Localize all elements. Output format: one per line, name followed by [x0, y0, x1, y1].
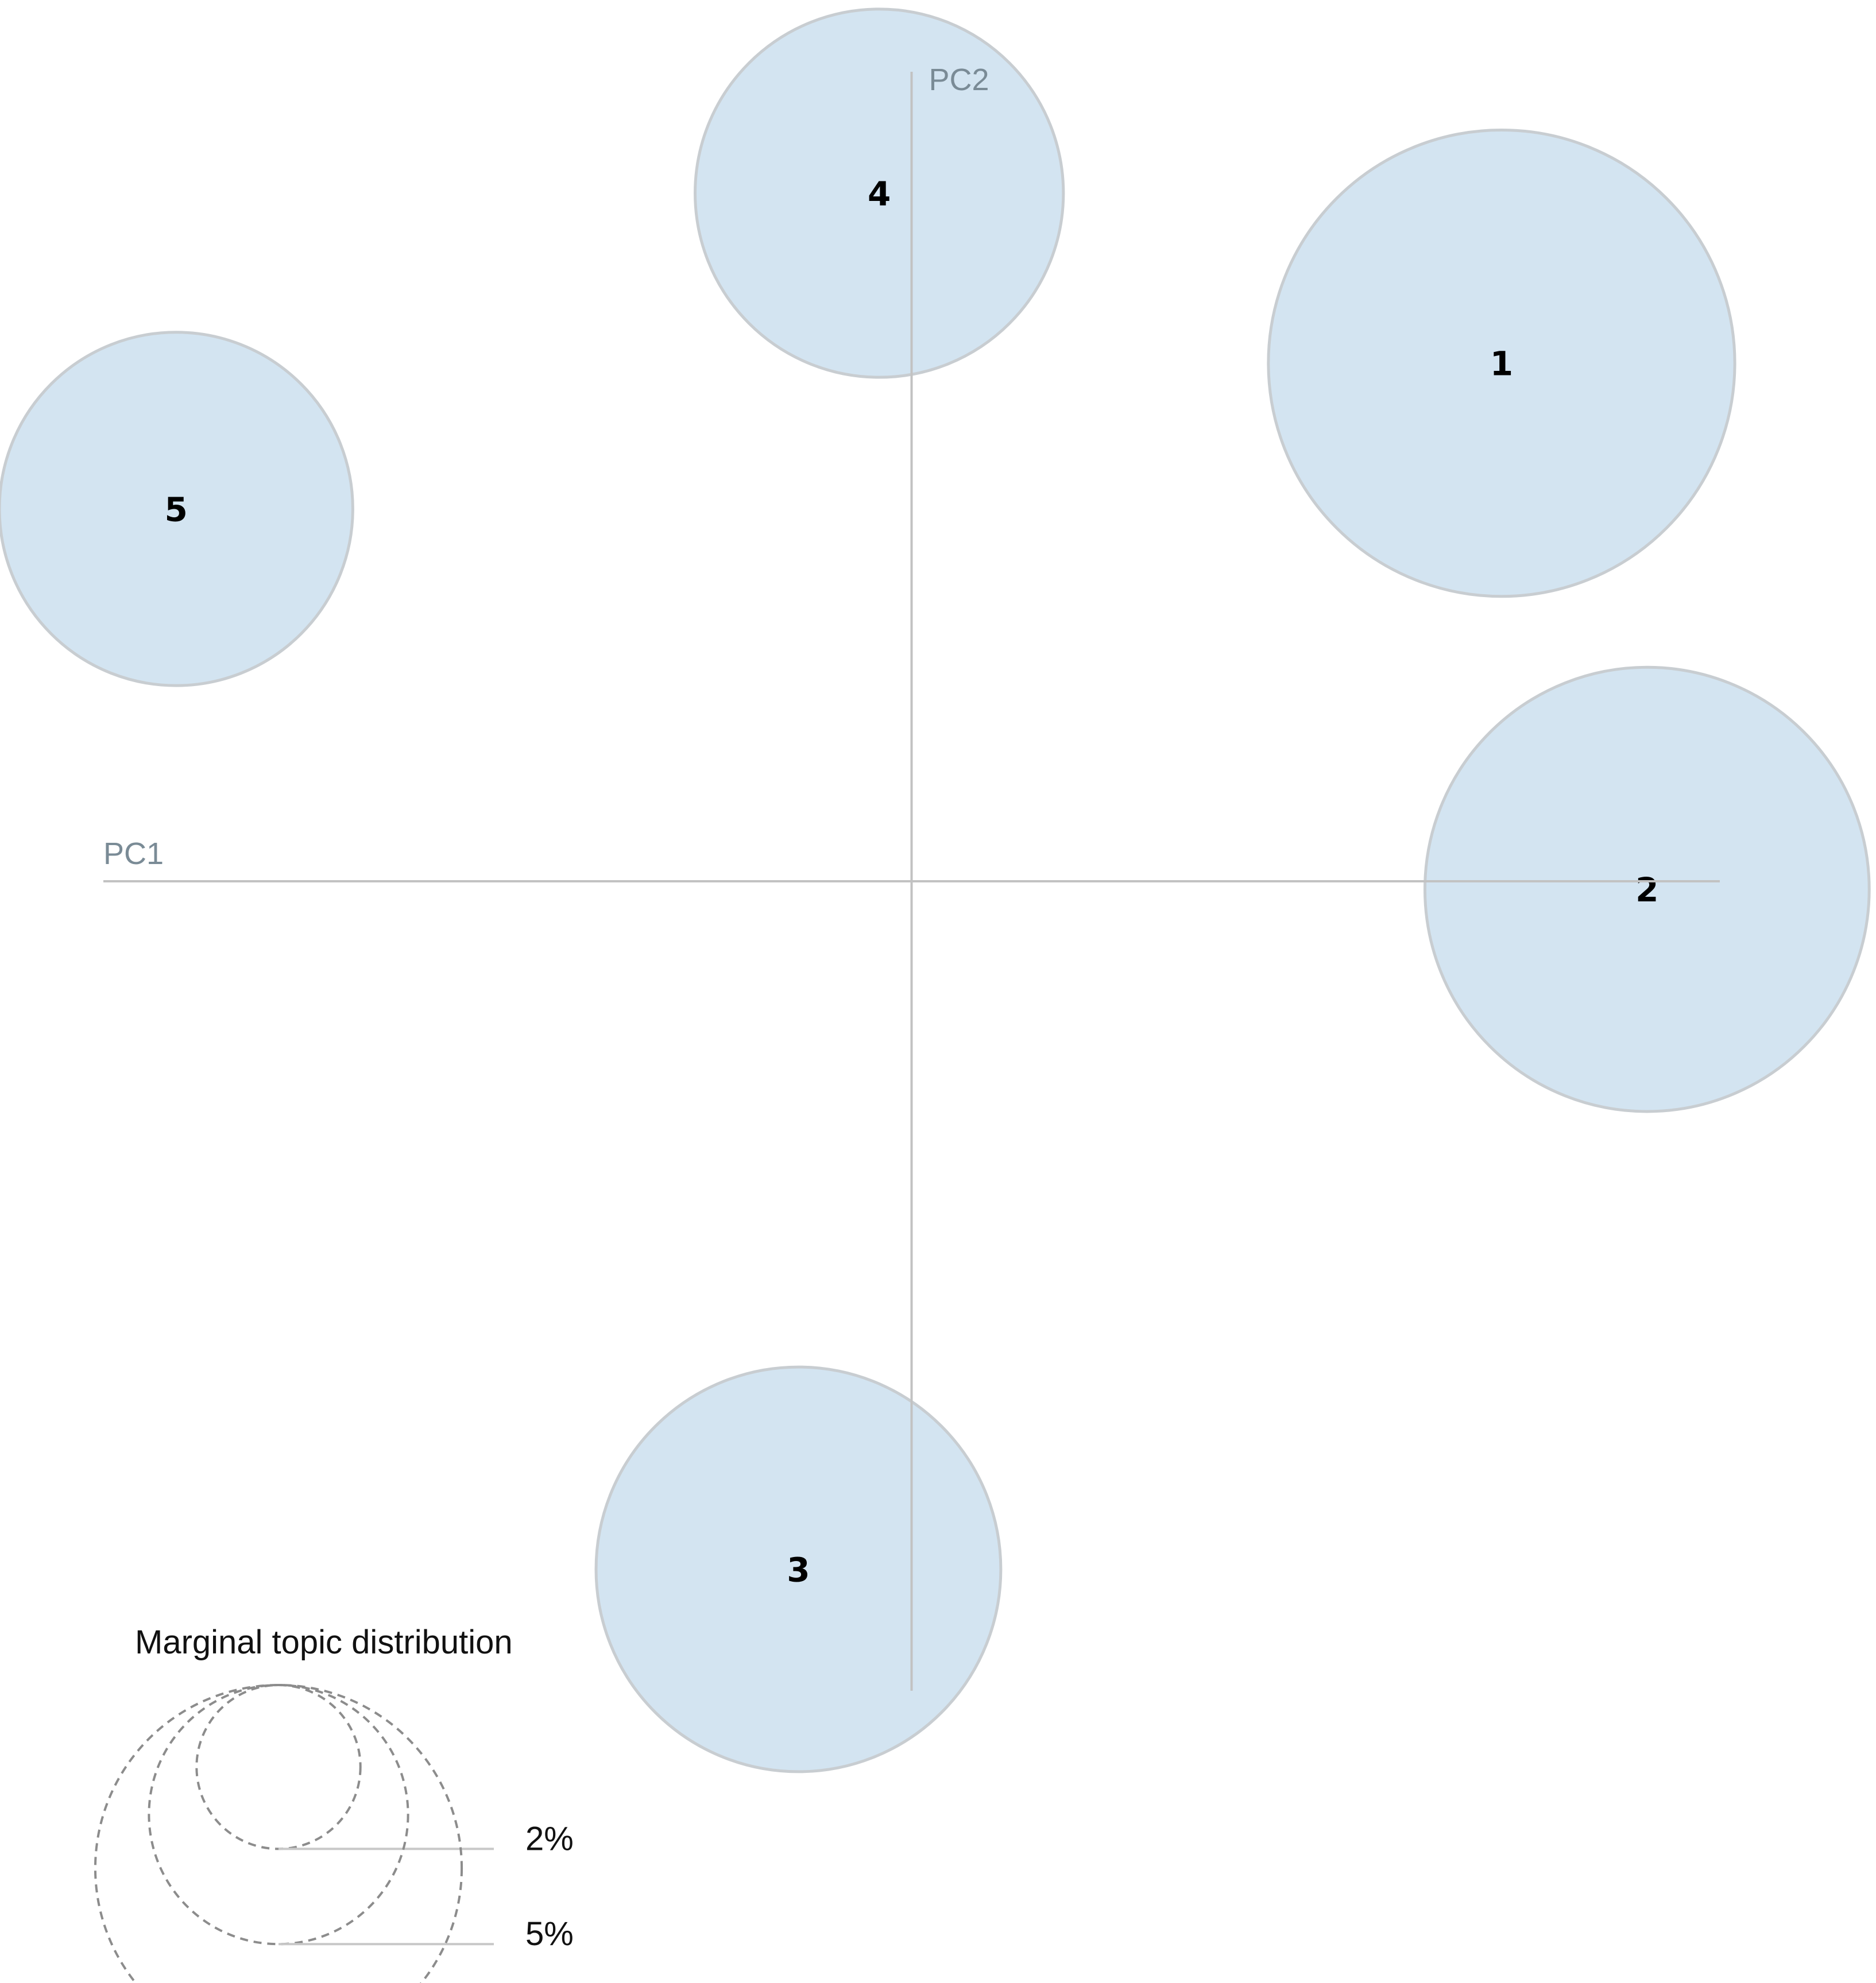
topic-label-1: 1: [1490, 344, 1513, 384]
topic-circle-4[interactable]: [694, 7, 1065, 379]
topic-circle-2[interactable]: [1423, 665, 1871, 1113]
pc1-axis-label: PC1: [103, 836, 164, 871]
topic-bubble-1[interactable]: 1: [1267, 128, 1736, 598]
topic-circle-5[interactable]: [0, 331, 354, 687]
legend-circle-5pct: [148, 1684, 409, 1946]
legend-label-5pct: 5%: [525, 1915, 574, 1953]
size-legend: Marginal topic distribution 2%5%10%: [94, 1624, 574, 1983]
legend-label-2pct: 2%: [525, 1820, 574, 1857]
topic-label-2: 2: [1635, 870, 1658, 909]
topic-bubble-2[interactable]: 2: [1423, 665, 1871, 1113]
pc2-axis-label: PC2: [929, 63, 989, 97]
topic-bubble-4[interactable]: 4: [694, 7, 1065, 379]
legend-title: Marginal topic distribution: [135, 1624, 513, 1661]
topic-bubble-3[interactable]: 3: [594, 1365, 1003, 1773]
legend-circle-10pct: [94, 1684, 463, 1983]
topic-label-4: 4: [868, 175, 891, 214]
topic-circle-3[interactable]: [594, 1365, 1003, 1773]
topic-bubble-5[interactable]: 5: [0, 331, 354, 687]
topic-label-5: 5: [164, 490, 187, 529]
axes: PC1 PC2: [103, 63, 1720, 1691]
topic-label-3: 3: [787, 1551, 810, 1590]
topic-circle-1[interactable]: [1267, 128, 1736, 598]
legend-circle-2pct: [195, 1684, 362, 1850]
topic-bubbles: 1 2 3 4 5: [0, 7, 1871, 1773]
